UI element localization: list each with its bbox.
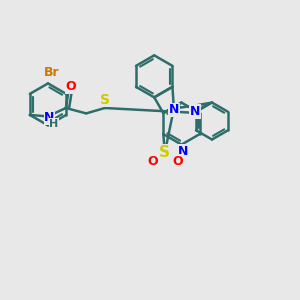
Text: S: S bbox=[100, 93, 110, 106]
Text: O: O bbox=[172, 154, 183, 168]
Text: N: N bbox=[169, 103, 179, 116]
Text: N: N bbox=[178, 145, 188, 158]
Text: N: N bbox=[44, 111, 55, 124]
Text: S: S bbox=[159, 145, 170, 160]
Text: H: H bbox=[49, 119, 58, 129]
Text: Br: Br bbox=[44, 66, 59, 80]
Text: N: N bbox=[190, 105, 200, 118]
Text: O: O bbox=[147, 154, 158, 168]
Text: O: O bbox=[65, 80, 76, 94]
